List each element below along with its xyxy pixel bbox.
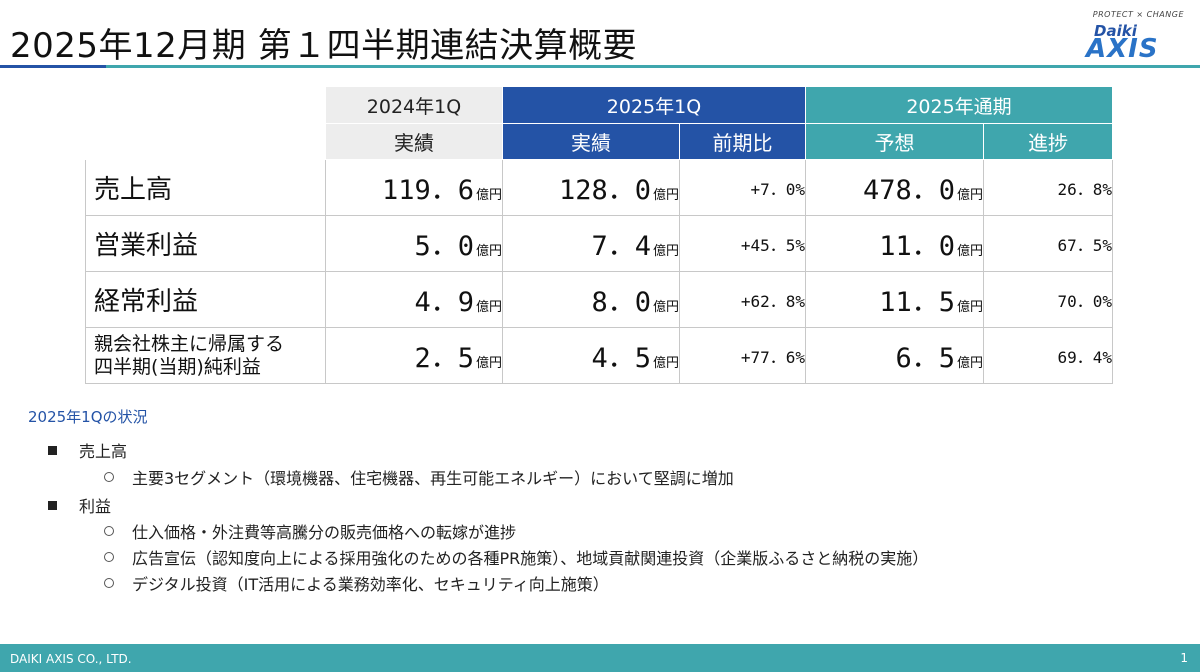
value-yoy: +7．0% xyxy=(679,159,806,216)
row-label: 経常利益 xyxy=(85,271,326,328)
company-logo: PROTECT × CHANGE Daiki AXIS xyxy=(1078,10,1188,64)
value-forecast: 6．5 億円 xyxy=(805,327,984,384)
footer-bar: DAIKI AXIS CO., LTD. 1 xyxy=(0,644,1200,672)
row-label-line1: 親会社株主に帰属する xyxy=(94,332,285,355)
group-header-prev: 2024年1Q xyxy=(325,86,503,124)
value-progress: 70．0% xyxy=(983,271,1113,328)
status-heading: 2025年1Qの状況 xyxy=(28,408,148,426)
value-prev: 5．0 億円 xyxy=(325,215,503,272)
logo-word-daiki: Daiki xyxy=(1094,22,1137,40)
logo-tagline: PROTECT × CHANGE xyxy=(1092,10,1184,19)
sub-bullet: 広告宣伝（認知度向上による採用強化のための各種PR施策）、地域貢献関連投資（企業… xyxy=(104,545,928,569)
square-bullet-icon xyxy=(48,501,57,510)
page-number: 1 xyxy=(1180,651,1188,665)
subheader-blank xyxy=(85,123,326,160)
row-label: 売上高 xyxy=(85,159,326,216)
bullet-sales: 売上高 xyxy=(48,438,127,462)
row-label: 親会社株主に帰属する 四半期(当期)純利益 xyxy=(85,327,326,384)
square-bullet-icon xyxy=(48,446,57,455)
subheader-curr-actual: 実績 xyxy=(502,123,680,160)
subheader-year-forecast: 予想 xyxy=(805,123,984,160)
value-prev: 2．5 億円 xyxy=(325,327,503,384)
value-progress: 67．5% xyxy=(983,215,1113,272)
financial-summary-table: 2024年1Q 2025年1Q 2025年通期 実績 実績 前期比 予想 進捗 … xyxy=(85,86,1113,384)
header-blank xyxy=(85,86,326,124)
title-underline-accent xyxy=(0,65,106,68)
sub-bullet: 仕入価格・外注費等高騰分の販売価格への転嫁が進捗 xyxy=(104,519,516,543)
subheader-year-progress: 進捗 xyxy=(983,123,1113,160)
title-underline xyxy=(0,65,1200,68)
table-row-operating-profit: 営業利益 5．0 億円 7．4 億円 +45．5% 11．0 億円 67．5% xyxy=(85,215,1113,272)
footer-company: DAIKI AXIS CO., LTD. xyxy=(10,652,132,666)
circle-bullet-icon xyxy=(104,552,114,562)
value-progress: 69．4% xyxy=(983,327,1113,384)
group-header-year: 2025年通期 xyxy=(805,86,1113,124)
logo-word-axis: AXIS xyxy=(1086,34,1159,64)
table-row-sales: 売上高 119．6 億円 128．0 億円 +7．0% 478．0 億円 26．8% xyxy=(85,159,1113,216)
table-row-net-profit: 親会社株主に帰属する 四半期(当期)純利益 2．5 億円 4．5 億円 +77．6% … xyxy=(85,327,1113,384)
circle-bullet-icon xyxy=(104,578,114,588)
table-row-ordinary-profit: 経常利益 4．9 億円 8．0 億円 +62．8% 11．5 億円 70．0% xyxy=(85,271,1113,328)
value-yoy: +45．5% xyxy=(679,215,806,272)
row-label-line2: 四半期(当期)純利益 xyxy=(94,355,261,378)
value-prev: 4．9 億円 xyxy=(325,271,503,328)
page-title: 2025年12月期 第１四半期連結決算概要 xyxy=(10,26,638,66)
subheader-prev-actual: 実績 xyxy=(325,123,503,160)
subheader-curr-yoy: 前期比 xyxy=(679,123,806,160)
sub-bullet: デジタル投資（IT活用による業務効率化、セキュリティ向上施策） xyxy=(104,571,609,595)
group-header-curr: 2025年1Q xyxy=(502,86,806,124)
value-curr: 4．5 億円 xyxy=(502,327,680,384)
value-curr: 8．0 億円 xyxy=(502,271,680,328)
value-curr: 7．4 億円 xyxy=(502,215,680,272)
value-prev: 119．6 億円 xyxy=(325,159,503,216)
bullet-profit: 利益 xyxy=(48,493,111,517)
circle-bullet-icon xyxy=(104,526,114,536)
value-yoy: +62．8% xyxy=(679,271,806,328)
value-forecast: 11．5 億円 xyxy=(805,271,984,328)
value-curr: 128．0 億円 xyxy=(502,159,680,216)
row-label: 営業利益 xyxy=(85,215,326,272)
sub-bullet: 主要3セグメント（環境機器、住宅機器、再生可能エネルギー）において堅調に増加 xyxy=(104,465,734,489)
circle-bullet-icon xyxy=(104,472,114,482)
value-progress: 26．8% xyxy=(983,159,1113,216)
value-forecast: 478．0 億円 xyxy=(805,159,984,216)
value-forecast: 11．0 億円 xyxy=(805,215,984,272)
value-yoy: +77．6% xyxy=(679,327,806,384)
